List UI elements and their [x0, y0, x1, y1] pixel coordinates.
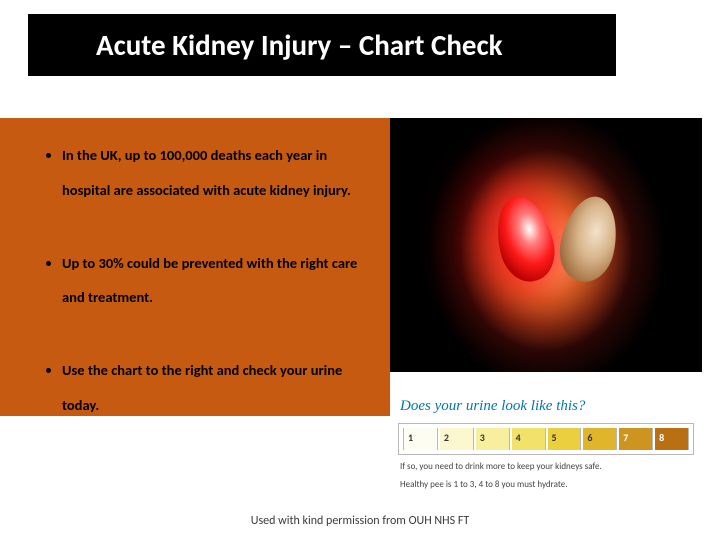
- urine-chart-heading: Does your urine look like this?: [390, 398, 702, 415]
- swatch-number: 4: [516, 431, 521, 444]
- bullet-text: In the UK, up to 100,000 deaths each yea…: [62, 146, 351, 199]
- urine-swatch: 2: [440, 428, 474, 450]
- kidney-left-glowing: [488, 191, 561, 288]
- urine-swatch: 4: [512, 428, 546, 450]
- urine-color-chart: Does your urine look like this? 1 2 3 4 5 6 7 8…: [390, 398, 702, 491]
- urine-chart-sub2: Healthy pee is 1 to 3, 4 to 8 you must h…: [390, 479, 702, 491]
- swatch-number: 6: [587, 431, 592, 444]
- urine-swatch: 5: [548, 428, 582, 450]
- swatch-number: 2: [444, 431, 449, 444]
- slide-title-bar: Acute Kidney Injury – Chart Check: [28, 14, 616, 76]
- kidney-right: [554, 191, 625, 286]
- urine-swatch: 7: [619, 428, 653, 450]
- slide-title: Acute Kidney Injury – Chart Check: [96, 27, 503, 63]
- bullet-item: Up to 30% could be prevented with the ri…: [62, 246, 368, 316]
- swatch-number: 3: [480, 431, 485, 444]
- urine-swatch-row: 1 2 3 4 5 6 7 8: [398, 423, 694, 455]
- bullet-item: Use the chart to the right and check you…: [62, 353, 368, 423]
- bullet-item: In the UK, up to 100,000 deaths each yea…: [62, 138, 368, 208]
- kidney-anatomy-image: [390, 118, 702, 372]
- bullet-text: Use the chart to the right and check you…: [62, 361, 342, 414]
- attribution-footer: Used with kind permission from OUH NHS F…: [0, 514, 720, 528]
- bullet-text: Up to 30% could be prevented with the ri…: [62, 254, 357, 307]
- swatch-number: 7: [623, 431, 628, 444]
- swatch-number: 1: [408, 431, 413, 444]
- swatch-number: 8: [659, 431, 664, 444]
- urine-swatch: 8: [655, 428, 689, 450]
- urine-swatch: 6: [583, 428, 617, 450]
- urine-chart-sub1: If so, you need to drink more to keep yo…: [390, 461, 702, 473]
- bullet-list: In the UK, up to 100,000 deaths each yea…: [58, 138, 368, 461]
- urine-swatch: 1: [403, 428, 438, 450]
- swatch-number: 5: [552, 431, 557, 444]
- urine-swatch: 3: [476, 428, 510, 450]
